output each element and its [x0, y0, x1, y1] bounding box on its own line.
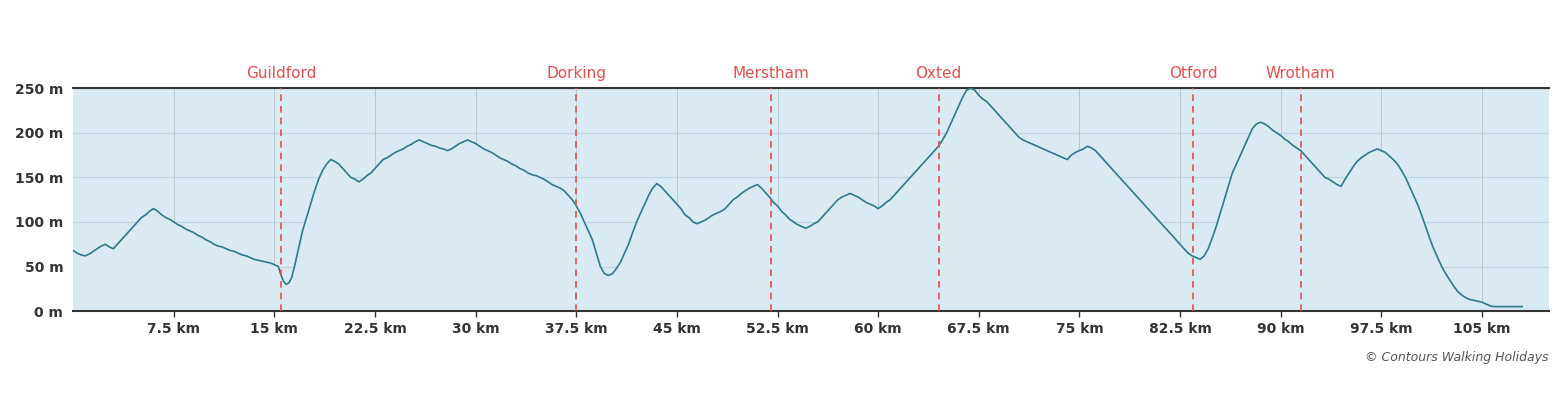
Text: Wrotham: Wrotham [1265, 66, 1336, 81]
Text: Oxted: Oxted [915, 66, 962, 81]
Text: Merstham: Merstham [732, 66, 809, 81]
Text: Guildford: Guildford [246, 66, 316, 81]
Text: Otford: Otford [1170, 66, 1218, 81]
Text: © Contours Walking Holidays: © Contours Walking Holidays [1365, 351, 1548, 364]
Text: Dorking: Dorking [546, 66, 607, 81]
